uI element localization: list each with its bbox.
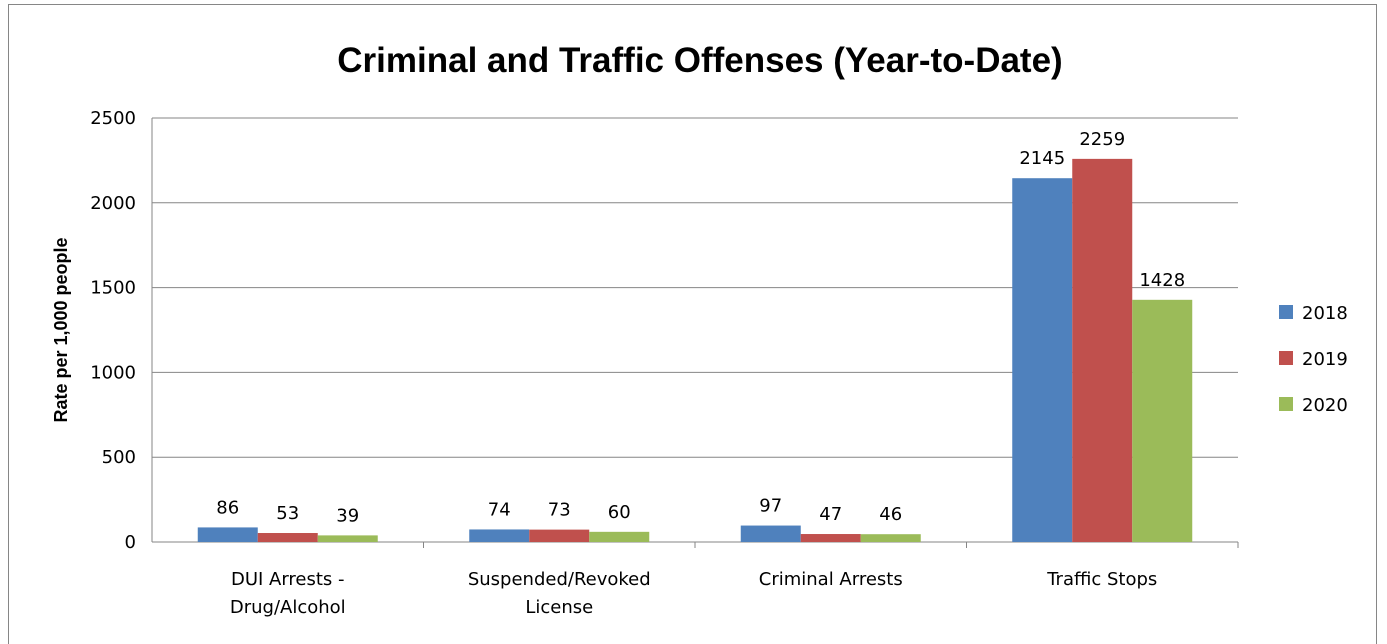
data-label: 46	[879, 504, 902, 525]
data-label: 97	[759, 496, 782, 517]
x-category-label: Suspended/Revoked	[468, 569, 651, 590]
bar-2020	[589, 531, 650, 542]
data-label: 60	[608, 502, 631, 523]
legend-swatch-2020	[1279, 397, 1293, 411]
y-tick-label: 2000	[90, 193, 136, 214]
legend-swatch-2018	[1279, 305, 1293, 319]
y-tick-label: 1000	[90, 362, 136, 383]
bar-2018	[197, 527, 258, 542]
bar-2019	[529, 529, 590, 542]
data-label: 39	[336, 505, 359, 526]
bar-2019	[800, 534, 861, 542]
x-category-label: License	[525, 597, 593, 618]
y-axis-label: Rate per 1,000 people	[51, 237, 71, 422]
y-axis-ticks: 0 500 1000 1500 2000 2500	[90, 108, 136, 553]
bars	[197, 158, 1193, 542]
y-tick-label: 1500	[90, 278, 136, 299]
bar-2019	[1072, 158, 1133, 542]
bar-2020	[317, 535, 378, 542]
bar-2020	[1132, 299, 1193, 542]
y-tick-label: 500	[102, 447, 136, 468]
data-labels: 86 53 39 74 73 60 97 47 46 2145 2259 1428	[216, 129, 1185, 527]
data-label: 53	[276, 503, 299, 524]
x-category-label: Traffic Stops	[1046, 569, 1157, 590]
data-label: 73	[548, 500, 571, 521]
y-tick-label: 0	[125, 532, 136, 553]
bar-2018	[1012, 178, 1073, 542]
data-label: 2145	[1019, 148, 1065, 169]
x-category-label: Drug/Alcohol	[230, 597, 346, 618]
legend-swatch-2019	[1279, 351, 1293, 365]
data-label: 74	[488, 499, 511, 520]
chart-title: Criminal and Traffic Offenses (Year-to-D…	[337, 41, 1062, 80]
x-category-label: DUI Arrests -	[231, 569, 345, 590]
bar-2019	[257, 533, 318, 542]
data-label: 47	[819, 504, 842, 525]
legend-label: 2019	[1302, 349, 1348, 370]
legend: 2018 2019 2020	[1279, 303, 1348, 416]
bar-2018	[469, 529, 530, 542]
legend-label: 2020	[1302, 395, 1348, 416]
data-label: 86	[216, 497, 239, 518]
x-category-label: Criminal Arrests	[759, 569, 903, 590]
bar-2020	[860, 534, 921, 542]
legend-label: 2018	[1302, 303, 1348, 324]
data-label: 1428	[1139, 270, 1185, 291]
y-tick-label: 2500	[90, 108, 136, 129]
x-axis-categories: DUI Arrests - Drug/Alcohol Suspended/Revok…	[230, 569, 1157, 618]
bar-2018	[740, 525, 801, 542]
data-label: 2259	[1079, 129, 1125, 150]
